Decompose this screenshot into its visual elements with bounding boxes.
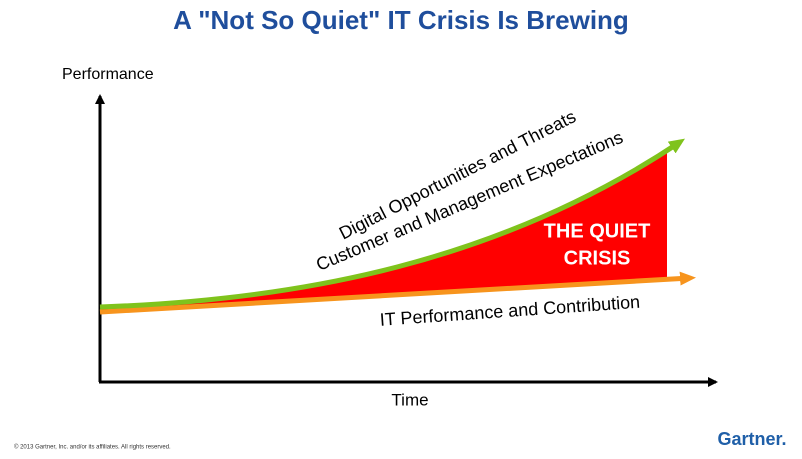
gap-label: CRISIS	[564, 247, 631, 269]
lower-curve	[99, 271, 696, 315]
brand: Gartner.	[717, 429, 786, 449]
title: A "Not So Quiet" IT Crisis Is Brewing	[173, 5, 629, 35]
copyright: © 2013 Gartner, Inc. and/or its affiliat…	[14, 444, 171, 451]
x-axis-label: Time	[391, 390, 428, 409]
upper-curve	[99, 138, 685, 310]
gap-area	[100, 152, 667, 312]
y-axis-label: Performance	[62, 66, 154, 83]
gap-label: THE QUIET	[544, 220, 651, 242]
curve-label: IT Performance and Contribution	[379, 292, 641, 330]
